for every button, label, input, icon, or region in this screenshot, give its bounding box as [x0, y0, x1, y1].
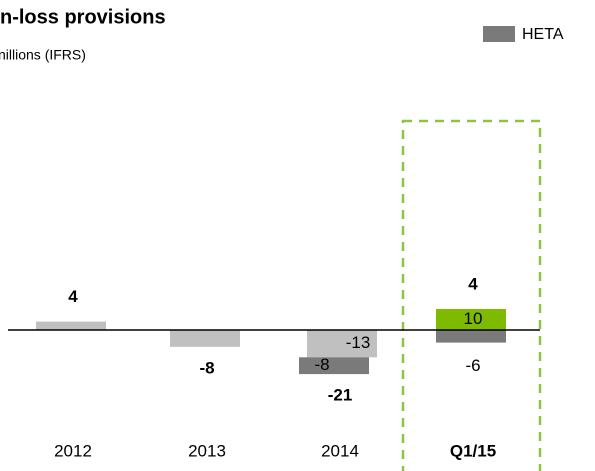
x-tick-label: 2013 [188, 441, 226, 460]
highlight-box [401, 119, 542, 471]
total-label: 4 [68, 287, 78, 306]
chart-subtitle: nillions (IFRS) [0, 47, 86, 63]
bar-segment [36, 321, 106, 330]
legend: HETA [483, 26, 564, 43]
x-tick-label: 2014 [321, 441, 359, 460]
segment-label: 10 [464, 309, 483, 328]
bar-segment [436, 330, 506, 343]
x-tick-label: 2012 [54, 441, 92, 460]
total-label: 4 [468, 274, 478, 293]
total-label: -21 [328, 386, 353, 405]
chart-title: n-loss provisions [0, 6, 166, 28]
x-tick-label: Q1/15 [450, 441, 496, 460]
legend-swatch [483, 26, 515, 42]
total-label: -8 [199, 358, 214, 377]
segment-label: -13 [346, 333, 371, 352]
segment-label: -6 [465, 356, 480, 375]
bar-segment [170, 330, 240, 347]
bar-segment [299, 357, 369, 375]
segment-label: -8 [314, 355, 329, 374]
bar-segment [307, 330, 377, 358]
bar-segment [436, 309, 506, 330]
legend-label: HETA [522, 26, 564, 43]
